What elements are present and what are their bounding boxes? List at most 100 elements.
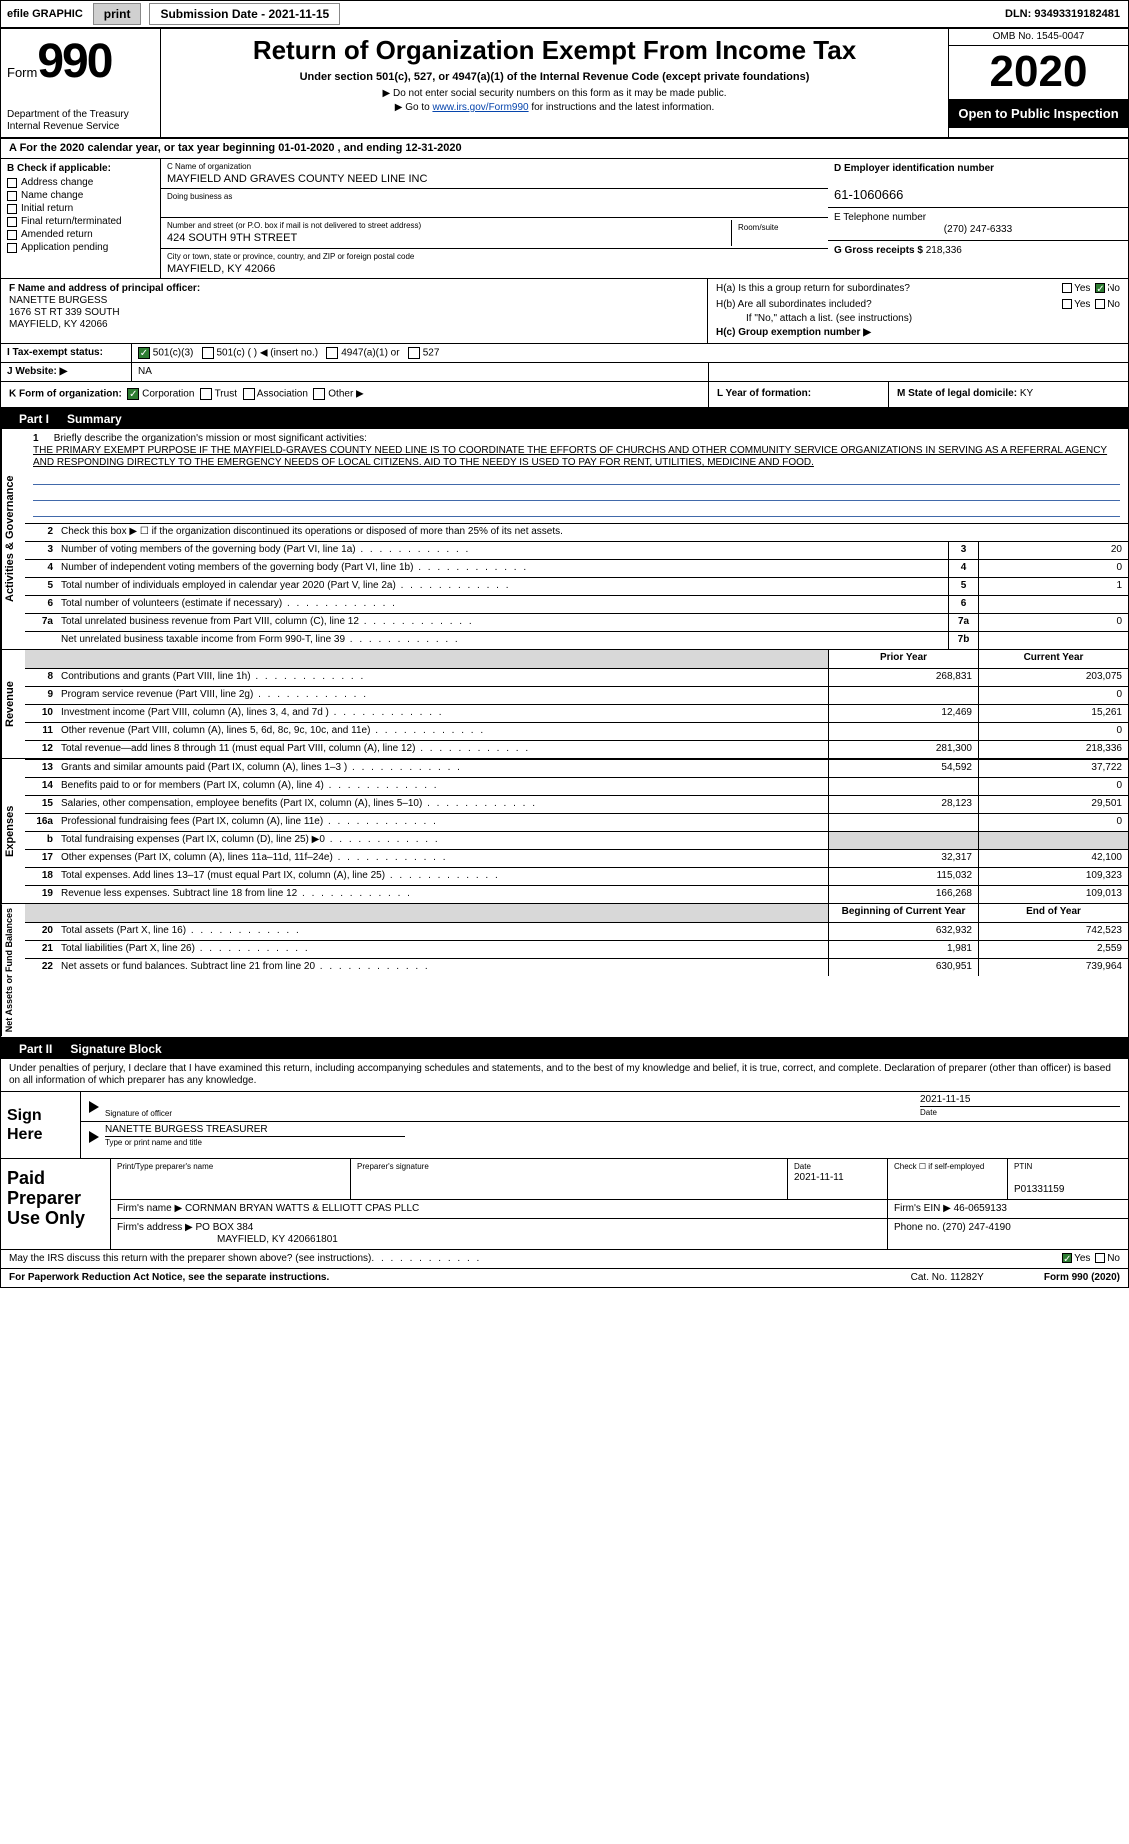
arrow-icon (89, 1101, 99, 1113)
open-to-public: Open to Public Inspection (949, 100, 1128, 128)
data-line: 16aProfessional fundraising fees (Part I… (25, 813, 1128, 831)
vtab-netassets: Net Assets or Fund Balances (1, 904, 25, 1036)
part-1-header: Part I Summary (1, 409, 1128, 429)
org-name: MAYFIELD AND GRAVES COUNTY NEED LINE INC (167, 173, 427, 185)
year-formation-label: L Year of formation: (717, 388, 811, 399)
dba-label: Doing business as (167, 192, 232, 201)
form-subtitle: Under section 501(c), 527, or 4947(a)(1)… (171, 71, 938, 84)
data-line: 17Other expenses (Part IX, column (A), l… (25, 849, 1128, 867)
cb-4947[interactable] (326, 347, 338, 359)
preparer-block: Paid Preparer Use Only Print/Type prepar… (1, 1158, 1128, 1250)
header-right: OMB No. 1545-0047 2020 Open to Public In… (948, 29, 1128, 137)
gov-line: 3Number of voting members of the governi… (25, 541, 1128, 559)
cb-other[interactable] (313, 388, 325, 400)
form-header: Form 990 Department of the Treasury Inte… (1, 29, 1128, 139)
firm-name: CORNMAN BRYAN WATTS & ELLIOTT CPAS PLLC (185, 1203, 419, 1214)
section-b: B Check if applicable: Address change Na… (1, 159, 161, 278)
discuss-no[interactable] (1095, 1253, 1105, 1263)
cb-501c3[interactable]: ✓ (138, 347, 150, 359)
cb-amended[interactable]: Amended return (7, 229, 154, 241)
page-footer: For Paperwork Reduction Act Notice, see … (1, 1269, 1128, 1287)
perjury-statement: Under penalties of perjury, I declare th… (1, 1059, 1128, 1091)
section-d-e-g: D Employer identification number 61-1060… (828, 159, 1128, 278)
netassets-block: Net Assets or Fund Balances Beginning of… (1, 904, 1128, 1038)
header-left: Form 990 Department of the Treasury Inte… (1, 29, 161, 137)
firm-phone: (270) 247-4190 (942, 1222, 1010, 1233)
sig-officer-label: Signature of officer (105, 1109, 172, 1119)
expenses-block: Expenses 13Grants and similar amounts pa… (1, 759, 1128, 904)
section-h: H(a) Is this a group return for subordin… (708, 279, 1128, 343)
cb-corp[interactable]: ✓ (127, 388, 139, 400)
data-line: 20Total assets (Part X, line 16)632,9327… (25, 922, 1128, 940)
data-line: 14Benefits paid to or for members (Part … (25, 777, 1128, 795)
current-year-header: Current Year (978, 650, 1128, 668)
cb-app-pending[interactable]: Application pending (7, 242, 154, 254)
ssn-note: ▶ Do not enter social security numbers o… (171, 88, 938, 100)
vtab-revenue: Revenue (1, 650, 25, 758)
cb-address-change[interactable]: Address change (7, 177, 154, 189)
phone-value: (270) 247-6333 (834, 224, 1122, 236)
cb-527[interactable] (408, 347, 420, 359)
officer-name: NANETTE BURGESS (9, 295, 107, 306)
section-k-l-m: K Form of organization: ✓ Corporation Tr… (1, 382, 1128, 409)
domicile-state: KY (1020, 388, 1033, 399)
section-b-header: B Check if applicable: (7, 163, 154, 175)
officer-addr: 1676 ST RT 339 SOUTH (9, 307, 120, 318)
section-c: C Name of organization MAYFIELD AND GRAV… (161, 159, 828, 278)
print-button[interactable]: print (93, 3, 142, 25)
hb-no[interactable] (1095, 299, 1105, 309)
cb-assoc[interactable] (243, 388, 255, 400)
ha-no[interactable]: ✓ (1095, 283, 1105, 293)
paperwork-notice: For Paperwork Reduction Act Notice, see … (9, 1272, 329, 1284)
section-i: I Tax-exempt status: ✓ 501(c)(3) 501(c) … (1, 344, 1128, 364)
irs-link[interactable]: www.irs.gov/Form990 (432, 102, 528, 113)
data-line: 9Program service revenue (Part VIII, lin… (25, 686, 1128, 704)
ein-label: D Employer identification number (834, 163, 994, 174)
room-label: Room/suite (738, 223, 778, 232)
gov-line: 4Number of independent voting members of… (25, 559, 1128, 577)
vtab-expenses: Expenses (1, 759, 25, 903)
data-line: 10Investment income (Part VIII, column (… (25, 704, 1128, 722)
cb-name-change[interactable]: Name change (7, 190, 154, 202)
goto-note: ▶ Go to www.irs.gov/Form990 for instruct… (171, 102, 938, 114)
website-value: NA (131, 363, 708, 381)
firm-ein: 46-0659133 (954, 1203, 1007, 1214)
data-line: 19Revenue less expenses. Subtract line 1… (25, 885, 1128, 903)
data-line: 21Total liabilities (Part X, line 26)1,9… (25, 940, 1128, 958)
cb-501c[interactable] (202, 347, 214, 359)
signature-block: Under penalties of perjury, I declare th… (1, 1059, 1128, 1158)
hb-yes[interactable] (1062, 299, 1072, 309)
dln-label: DLN: 93493319182481 (997, 6, 1128, 23)
gov-line: 5Total number of individuals employed in… (25, 577, 1128, 595)
prep-date: 2021-11-11 (794, 1172, 844, 1183)
begin-year-header: Beginning of Current Year (828, 904, 978, 922)
section-j: J Website: ▶ NA (1, 363, 1128, 382)
firm-addr: PO BOX 384 (196, 1222, 254, 1233)
dept-label: Department of the Treasury Internal Reve… (7, 109, 154, 133)
data-line: 12Total revenue—add lines 8 through 11 (… (25, 740, 1128, 758)
cb-trust[interactable] (200, 388, 212, 400)
cb-initial-return[interactable]: Initial return (7, 203, 154, 215)
arrow-icon (89, 1131, 99, 1143)
discuss-yes[interactable]: ✓ (1062, 1253, 1072, 1263)
part-2-header: Part II Signature Block (1, 1039, 1128, 1059)
ha-yes[interactable] (1062, 283, 1072, 293)
form-990-page: Form 990 Department of the Treasury Inte… (0, 28, 1129, 1288)
cb-final-return[interactable]: Final return/terminated (7, 216, 154, 228)
city-state-zip: MAYFIELD, KY 42066 (167, 263, 275, 275)
gov-line: 7aTotal unrelated business revenue from … (25, 613, 1128, 631)
vtab-governance: Activities & Governance (1, 429, 25, 649)
gross-label: G Gross receipts $ (834, 245, 923, 256)
mission-section: 1 Briefly describe the organization's mi… (25, 429, 1128, 523)
data-line: 15Salaries, other compensation, employee… (25, 795, 1128, 813)
firm-addr2: MAYFIELD, KY 420661801 (117, 1234, 881, 1246)
ein-value: 61-1060666 (834, 187, 903, 202)
gross-value: 218,336 (926, 245, 962, 256)
officer-printed-name: NANETTE BURGESS TREASURER (105, 1124, 405, 1137)
section-f: F Name and address of principal officer:… (1, 279, 708, 343)
data-line: bTotal fundraising expenses (Part IX, co… (25, 831, 1128, 849)
data-line: 8Contributions and grants (Part VIII, li… (25, 668, 1128, 686)
efile-label: efile GRAPHIC (1, 8, 89, 21)
sig-date: 2021-11-15 (920, 1094, 1120, 1107)
data-line: 22Net assets or fund balances. Subtract … (25, 958, 1128, 976)
